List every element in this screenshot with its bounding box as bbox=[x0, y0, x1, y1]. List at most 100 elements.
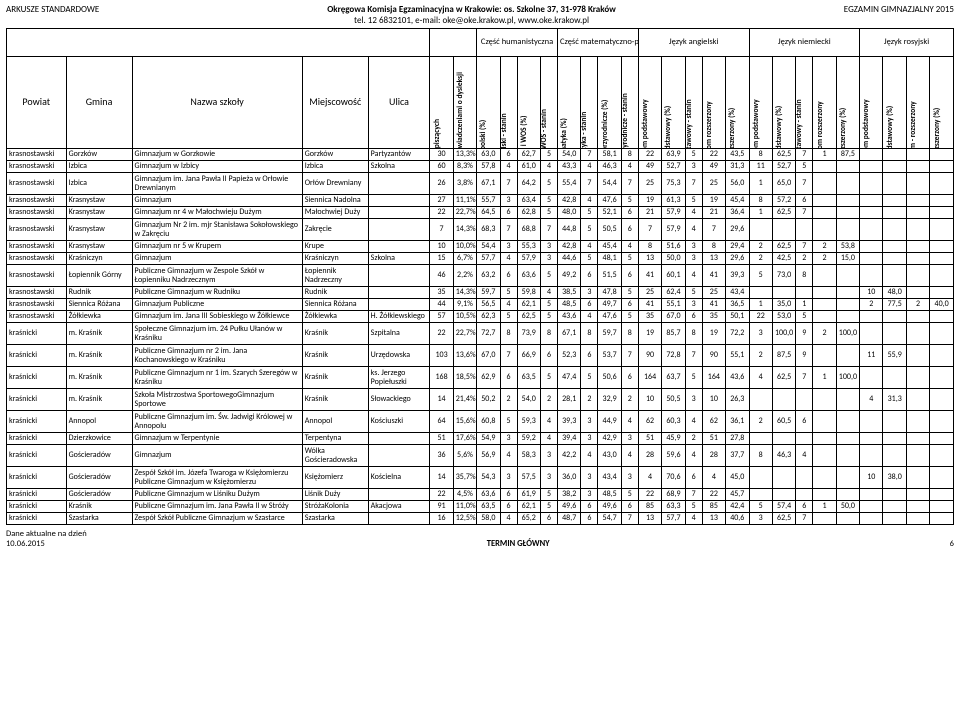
col-v-9: Przedmioty przyrodnicze - stanin bbox=[621, 57, 638, 149]
cell: 5 bbox=[796, 311, 813, 323]
cell: 42,8 bbox=[558, 241, 581, 253]
cell bbox=[883, 311, 906, 323]
table-row: krasnostawskiŁopiennik GórnyPubliczne Gi… bbox=[7, 265, 954, 287]
cell: Krasnystaw bbox=[66, 207, 132, 219]
cell: 6 bbox=[500, 207, 517, 219]
cell: 43,6 bbox=[726, 367, 749, 389]
cell: 6 bbox=[621, 265, 638, 287]
cell: 42,2 bbox=[558, 445, 581, 467]
cell bbox=[930, 149, 954, 161]
cell: 7 bbox=[796, 173, 813, 195]
cell: Urzędowska bbox=[368, 345, 430, 367]
cell: 63,2 bbox=[477, 265, 500, 287]
cell bbox=[930, 467, 954, 489]
cell bbox=[836, 161, 859, 173]
cell bbox=[772, 433, 795, 445]
cell: Żółkiewka bbox=[302, 311, 368, 323]
cell: 14,3% bbox=[453, 219, 476, 241]
cell: 4 bbox=[702, 467, 725, 489]
cell: 22 bbox=[430, 489, 453, 501]
cell: 6 bbox=[621, 367, 638, 389]
cell: 55,9 bbox=[883, 345, 906, 367]
cell: 7 bbox=[500, 345, 517, 367]
cell bbox=[368, 241, 430, 253]
cell: Gorzków bbox=[66, 149, 132, 161]
cell bbox=[906, 489, 929, 501]
cell: 8,3% bbox=[453, 161, 476, 173]
cell: 36,4 bbox=[726, 207, 749, 219]
cell: 25 bbox=[638, 287, 661, 299]
cell: 42,8 bbox=[558, 195, 581, 207]
cell: 46,3 bbox=[772, 445, 795, 467]
cell: 8 bbox=[702, 241, 725, 253]
cell: 22 bbox=[702, 149, 725, 161]
cell: 11 bbox=[860, 345, 883, 367]
cell: Słowackiego bbox=[368, 389, 430, 411]
cell: 72,7 bbox=[477, 323, 500, 345]
cell bbox=[860, 253, 883, 265]
cell: 68,9 bbox=[662, 489, 685, 501]
cell: 3 bbox=[749, 323, 772, 345]
cell: 37,7 bbox=[726, 445, 749, 467]
cell bbox=[883, 445, 906, 467]
cell: kraśnicki bbox=[7, 501, 67, 513]
cell bbox=[749, 433, 772, 445]
cell: 41 bbox=[702, 265, 725, 287]
cell: 3 bbox=[685, 161, 702, 173]
cell: 56,5 bbox=[477, 299, 500, 311]
cell bbox=[772, 389, 795, 411]
group-rosyjski: Język rosyjski bbox=[860, 29, 954, 57]
cell: 56,9 bbox=[477, 445, 500, 467]
cell: Kraśnik bbox=[66, 501, 132, 513]
cell: 2 bbox=[749, 345, 772, 367]
cell: 35,0 bbox=[772, 299, 795, 311]
cell: 57,9 bbox=[517, 253, 540, 265]
cell: 63,6 bbox=[517, 265, 540, 287]
cell: Publiczne Gimnazjum w Rudniku bbox=[132, 287, 302, 299]
cell: 60,8 bbox=[477, 411, 500, 433]
cell: 3,8% bbox=[453, 173, 476, 195]
cell: Liśnik Duży bbox=[302, 489, 368, 501]
group-humanistyczna: Część humanistyczna bbox=[477, 29, 558, 57]
cell: 73,0 bbox=[772, 265, 795, 287]
table-row: kraśnickiDzierzkowiceGimnazjum w Terpent… bbox=[7, 433, 954, 445]
col-v-18: Liczba - poziom rozszerzony bbox=[813, 57, 836, 149]
table-row: krasnostawskiŻółkiewkaGimnazjum im. Jana… bbox=[7, 311, 954, 323]
cell: 5 bbox=[581, 219, 598, 241]
cell: 35,7% bbox=[453, 467, 476, 489]
cell: 3 bbox=[749, 513, 772, 525]
cell bbox=[368, 513, 430, 525]
cell: 51,6 bbox=[662, 241, 685, 253]
cell: 57,2 bbox=[772, 195, 795, 207]
cell: Szkolna bbox=[368, 253, 430, 265]
cell: 8 bbox=[685, 323, 702, 345]
cell: m. Kraśnik bbox=[66, 389, 132, 411]
cell: 62,5 bbox=[772, 241, 795, 253]
cell: 1 bbox=[813, 501, 836, 513]
cell bbox=[860, 367, 883, 389]
cell bbox=[883, 253, 906, 265]
cell: 91 bbox=[430, 501, 453, 513]
cell: 7 bbox=[685, 173, 702, 195]
cell: Wólka Gościeradowska bbox=[302, 445, 368, 467]
cell bbox=[836, 389, 859, 411]
cell: 8 bbox=[638, 241, 661, 253]
cell: 3 bbox=[540, 241, 557, 253]
cell: Zakręcie bbox=[302, 219, 368, 241]
cell bbox=[906, 513, 929, 525]
cell: 67,0 bbox=[662, 311, 685, 323]
col-v-1: Procent uczniów z zaświadczeniami o dysl… bbox=[453, 57, 476, 149]
cell: krasnostawski bbox=[7, 299, 67, 311]
results-table: Część humanistyczna Część matematyczno-p… bbox=[6, 28, 954, 525]
cell bbox=[930, 161, 954, 173]
cell: 5 bbox=[581, 207, 598, 219]
cell: Małochwiej Duży bbox=[302, 207, 368, 219]
cell: 27,8 bbox=[726, 433, 749, 445]
cell: 85 bbox=[638, 501, 661, 513]
cell: 54,0 bbox=[517, 389, 540, 411]
cell: 44,9 bbox=[598, 411, 621, 433]
col-v-13: Liczba - poziom rozszerzony bbox=[702, 57, 725, 149]
cell: 22,7% bbox=[453, 323, 476, 345]
cell bbox=[930, 207, 954, 219]
cell bbox=[772, 219, 795, 241]
